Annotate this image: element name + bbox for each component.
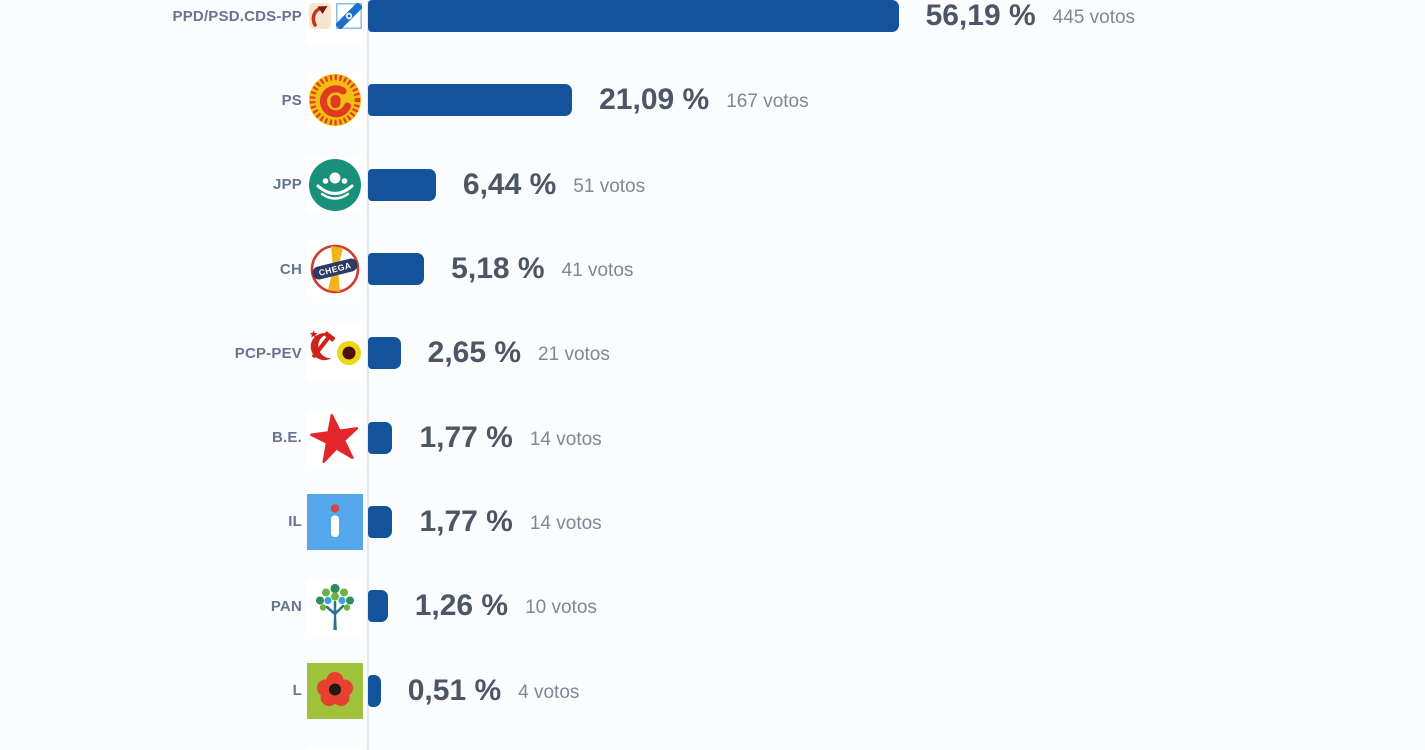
bar-area: 1,77 % 14 votos [368,421,1425,455]
party-label: IL [288,513,302,531]
chart-row: PCP-PEV 2,65 % 21 votos [0,311,1425,395]
ps-logo-icon [307,72,363,129]
party-logo-cell [302,578,368,635]
chart-row: L 0,51 % 4 votos [0,648,1425,732]
party-logo-cell [302,0,368,45]
percent-value: 1,77 % [419,420,513,454]
blank-logo-icon [307,746,363,750]
chart-row [0,733,1425,750]
result-bar [368,253,425,286]
result-bar [368,590,388,623]
chart-row: PAN 1,26 % 10 votos [0,564,1425,648]
party-label: PS [281,91,302,109]
result-bar [368,0,899,33]
chart-row: PPD/PSD.CDS-PP 56,19 % 445 votos [0,0,1425,58]
percent-value: 1,26 % [414,589,509,623]
percent-value: 2,65 % [427,336,522,370]
votes-value: 4 votos [518,681,580,703]
percent-value: 5,18 % [451,252,545,286]
result-bar [368,674,381,707]
bar-area: 21,09 % 167 votos [368,83,1425,117]
bar-area: 1,26 % 10 votos [368,589,1425,623]
party-label: JPP [273,176,302,194]
bar-area: 0,51 % 4 votos [368,674,1425,708]
bar-area: 56,19 % 445 votos [368,0,1425,33]
result-bar [368,505,393,538]
pcp-pev-logo-icon [307,325,363,382]
votes-value: 51 votos [573,175,646,197]
blue-square-letter-i-icon [307,493,363,550]
party-logo-cell [302,72,368,129]
be-logo-icon [307,409,363,466]
chart-row: CH CHEGA 5,18 % 41 votos [0,227,1425,311]
red-star-icon [310,413,359,463]
jpp-logo-icon [307,156,363,213]
psd-arrow-icon [308,3,331,30]
votes-value: 14 votos [529,512,602,534]
percent-value: 1,77 % [419,504,513,538]
party-logo-cell [302,662,368,719]
result-bar [368,84,573,117]
percent-value: 0,51 % [407,673,502,707]
bar-area: 2,65 % 21 votos [368,336,1425,370]
chart-row: B.E. 1,77 % 14 votos [0,395,1425,479]
bar-area: 5,18 % 41 votos [368,252,1425,286]
result-bar [368,421,393,454]
chart-row: JPP 6,44 % 51 votos [0,143,1425,227]
chega-logo-icon: CHEGA [307,241,363,298]
votes-value: 167 votos [726,91,809,113]
votes-value: 21 votos [538,344,610,366]
party-logo-cell: CHEGA [302,241,368,298]
party-label: PPD/PSD.CDS-PP [172,7,302,25]
percent-value: 6,44 % [462,167,557,201]
party-label: CH [279,260,302,278]
party-logo-cell [302,325,368,382]
votes-value: 14 votos [529,428,602,450]
party-label: B.E. [272,429,302,447]
party-label: PAN [270,597,302,615]
pan-logo-icon [307,578,363,635]
party-logo-cell [302,746,368,750]
party-label: L [292,682,302,700]
axis-line [367,0,369,750]
votes-value: 10 votos [525,597,597,619]
chart-row: PS 21,09 % 167 votos [0,58,1425,142]
ps-fist-in-yellow-circle-icon [309,74,361,127]
chart-row: IL 1,77 % 14 votos [0,480,1425,564]
percent-value: 21,09 % [599,83,710,117]
jpp-green-circle-wreath-icon [309,158,361,211]
hammer-sickle-and-sunflower-icon [309,330,361,366]
cds-diagonal-badge-icon [335,3,362,30]
party-label: PCP-PEV [234,344,302,362]
votes-value: 445 votos [1052,7,1136,29]
party-logo-cell [302,156,368,213]
tree-icon [316,584,354,631]
party-logo-cell [302,493,368,550]
livre-logo-icon [307,662,363,719]
result-bar [368,337,401,370]
party-logo-cell [302,409,368,466]
poppy-on-green-square-icon [307,662,363,719]
percent-value: 56,19 % [925,0,1036,33]
bar-area: 1,77 % 14 votos [368,505,1425,539]
psd-cds-logo-icon [307,0,363,45]
votes-value: 41 votos [561,260,634,282]
result-bar [368,168,436,201]
il-logo-icon [307,493,363,550]
bar-area: 6,44 % 51 votos [368,168,1425,202]
chega-ribbon-banner-icon: CHEGA [310,244,360,294]
